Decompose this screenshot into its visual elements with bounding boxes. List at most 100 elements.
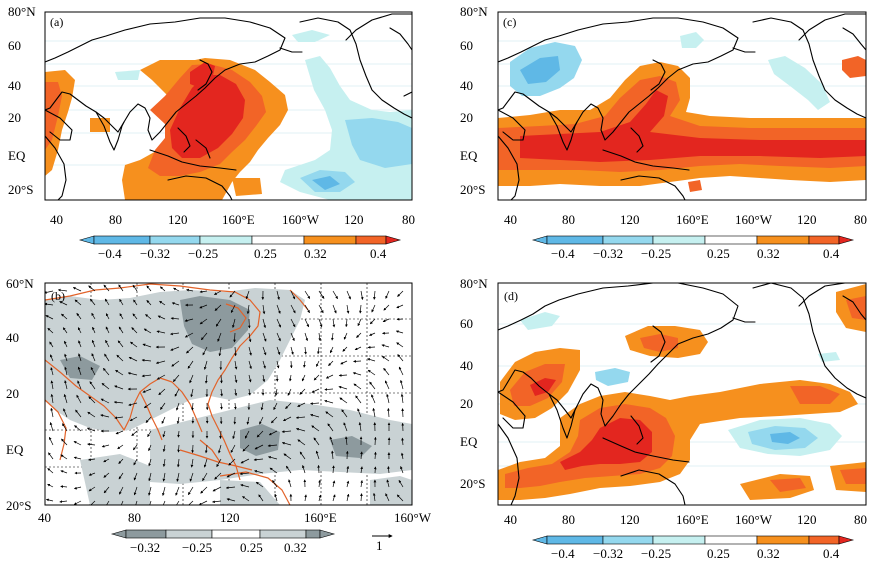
wind-vector-arrow	[304, 304, 310, 314]
wind-vector-arrow	[184, 332, 194, 338]
lat-tick: 40	[6, 330, 19, 345]
wind-vector-arrow	[397, 290, 404, 297]
wind-vector-arrow	[310, 402, 320, 405]
wind-vector-arrow	[48, 436, 54, 446]
wind-vector-arrow	[360, 290, 364, 300]
lon-tick: 80	[128, 510, 141, 525]
wind-vector-arrow	[88, 472, 96, 476]
wind-vector-arrow	[301, 374, 306, 382]
wind-vector-arrow	[340, 360, 348, 365]
wind-vector-arrow	[91, 312, 96, 320]
colorbar-tick: 0.32	[757, 546, 780, 561]
wind-vector-arrow	[100, 398, 110, 404]
wind-vector-arrow	[338, 385, 348, 390]
wind-vector-arrow	[170, 332, 180, 336]
lon-tick: 80	[402, 212, 415, 227]
shading-c	[498, 32, 866, 192]
colorbar-tick: 0.4	[370, 246, 387, 261]
wind-vector-arrow	[49, 341, 54, 348]
vector-reference: 1	[372, 534, 393, 553]
colorbar-tick: −0.4	[98, 246, 122, 261]
wind-vector-arrow	[339, 397, 348, 404]
wind-vector-arrow	[105, 339, 110, 348]
wind-vector-arrow	[230, 444, 236, 453]
lat-tick: 20	[8, 110, 21, 125]
wind-vector-arrow	[176, 458, 180, 468]
wind-vector-arrow	[148, 486, 152, 496]
wind-vector-arrow	[73, 441, 82, 446]
wind-vector-arrow	[356, 332, 362, 338]
wind-vector-arrow	[272, 480, 278, 488]
wind-vector-arrow	[76, 394, 82, 404]
wind-vector-arrow	[228, 458, 236, 466]
lon-tick: 120	[797, 212, 817, 227]
wind-vector-arrow	[358, 422, 362, 432]
wind-vector-arrow	[118, 458, 124, 464]
lat-axis-b: 60°N 40 20 EQ 20°S	[6, 276, 34, 513]
wind-vector-arrow	[382, 318, 390, 323]
coastlines-a	[45, 13, 412, 200]
wind-vector-arrow	[90, 298, 96, 306]
wind-vector-arrow	[299, 451, 306, 460]
wind-vector-arrow	[115, 430, 124, 435]
wind-vector-arrow	[310, 413, 320, 418]
wind-vector-arrow	[176, 416, 180, 425]
wind-vector-arrow	[73, 486, 82, 490]
wind-vector-arrow	[47, 468, 54, 474]
wind-vector-arrow	[274, 493, 278, 502]
wind-vector-arrow	[354, 346, 362, 351]
wind-vector-arrow	[177, 444, 180, 453]
wind-vector-arrow	[267, 455, 278, 460]
colorbar-tick: 0.25	[707, 246, 730, 261]
lon-axis-d: 40 80 120 160°E 160°W 120 80	[504, 512, 867, 527]
wind-vector-arrow	[191, 444, 195, 454]
wind-vector-arrow	[50, 393, 54, 404]
lat-tick: 60	[460, 316, 473, 331]
wind-vector-arrow	[220, 388, 223, 397]
wind-vector-arrow	[297, 402, 306, 407]
wind-vector-arrow	[254, 469, 264, 474]
wind-vector-arrow	[133, 486, 138, 496]
wind-vector-arrow	[189, 374, 194, 384]
colorbar-tick: −0.32	[593, 546, 623, 561]
wind-vector-arrow	[276, 346, 281, 355]
wind-vector-arrow	[173, 287, 180, 292]
wind-vector-arrow	[117, 444, 124, 450]
wind-vector-arrow	[341, 409, 348, 418]
wind-vector-arrow	[105, 326, 110, 334]
colorbar-tick: 0.25	[707, 546, 730, 561]
wind-vector-arrow	[246, 304, 250, 315]
wind-vector-arrow	[346, 290, 351, 300]
wind-vector-arrow	[343, 422, 348, 432]
panel-frame-a	[44, 11, 413, 201]
lat-tick: 60	[460, 38, 473, 53]
wind-vector-arrow	[240, 484, 250, 488]
wind-vector-arrow	[148, 472, 152, 482]
wind-vector-arrow	[87, 411, 96, 418]
lat-tick: EQ	[460, 434, 478, 449]
wind-vector-arrow	[344, 436, 348, 446]
panel-label-b: (b)	[51, 289, 65, 303]
wind-vector-arrow	[218, 346, 222, 357]
wind-vector-arrow	[48, 452, 54, 460]
wind-vector-arrow	[158, 388, 166, 396]
wind-vector-arrow	[234, 360, 238, 370]
wind-vector-arrow	[190, 388, 194, 398]
wind-vector-arrow	[115, 369, 124, 376]
wind-vector-arrow	[262, 332, 267, 342]
shading-b	[45, 288, 412, 505]
wind-vector-arrow	[102, 367, 110, 376]
wind-vector-arrow	[175, 486, 180, 496]
wind-vector-arrow	[114, 385, 124, 390]
lat-tick: EQ	[6, 442, 24, 457]
wind-vector-arrow	[259, 416, 264, 425]
wind-vector-arrow	[332, 480, 336, 488]
wind-vector-arrow	[217, 332, 222, 342]
colorbar-tick: −0.4	[551, 546, 575, 561]
wind-vector-arrow	[88, 500, 96, 505]
wind-vector-arrow	[143, 328, 152, 334]
wind-vector-arrow	[160, 402, 166, 410]
wind-vector-arrow	[290, 332, 295, 342]
wind-vector-arrow	[170, 317, 180, 320]
wind-vector-arrow	[288, 479, 292, 488]
